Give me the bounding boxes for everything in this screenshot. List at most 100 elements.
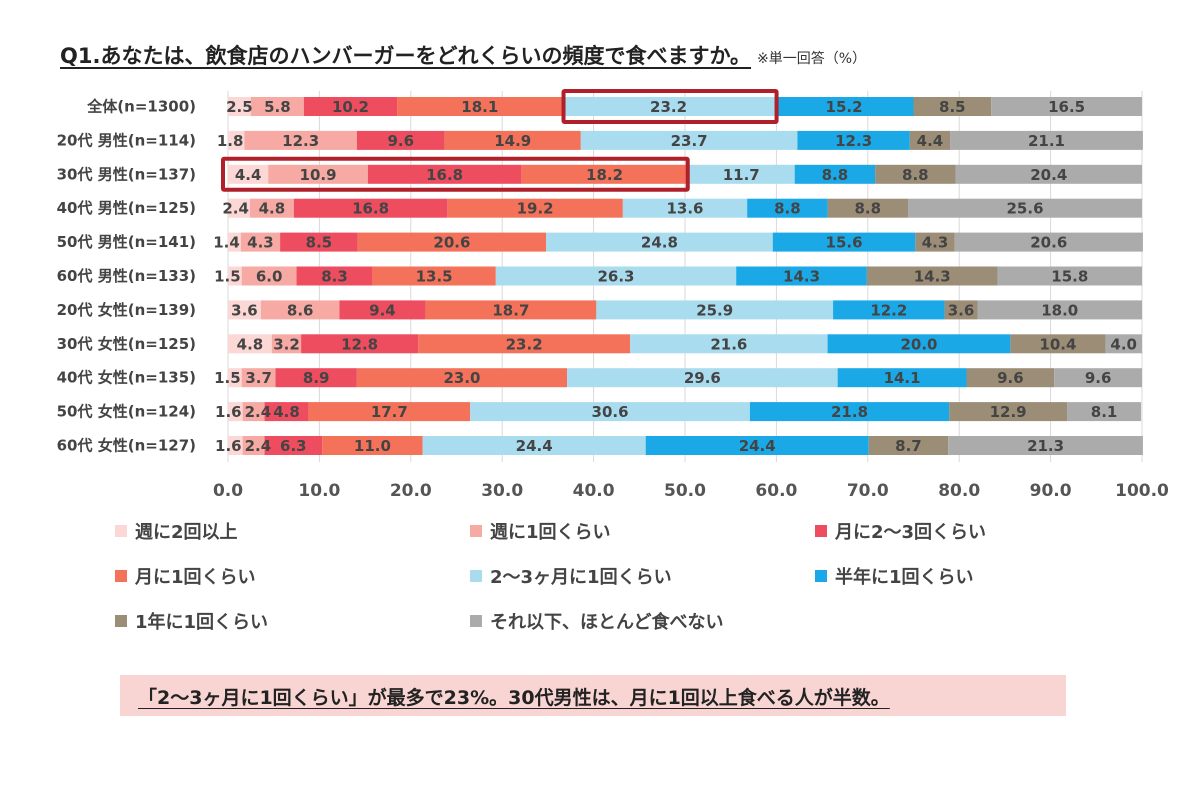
category-label: 60代 女性(n=127) [57, 437, 196, 455]
chart-title: Q1.あなたは、飲食店のハンバーガーをどれくらいの頻度で食べますか。 [60, 44, 752, 68]
data-label: 29.6 [684, 369, 721, 387]
data-label: 23.7 [671, 132, 708, 150]
unit-note: ※単一回答（%） [757, 51, 867, 67]
x-tick-label: 40.0 [573, 481, 615, 501]
data-label: 18.7 [492, 301, 529, 319]
data-label: 21.1 [1028, 132, 1065, 150]
bar-segment [228, 232, 241, 252]
bar-segment [645, 436, 869, 455]
bar-segment [250, 97, 304, 116]
bar-segment [264, 402, 309, 422]
bar-segment [303, 97, 398, 116]
bar-segment [228, 198, 250, 218]
bar-segment [736, 266, 867, 286]
data-label: 16.8 [352, 200, 389, 218]
data-label: 14.3 [783, 268, 820, 286]
legend-item: 半年に1回くらい [815, 563, 974, 589]
bar-segment [268, 164, 368, 184]
category-label: 40代 男性(n=125) [57, 199, 196, 217]
legend-item: 1年に1回くらい [115, 608, 268, 634]
legend-item: 週に1回くらい [470, 518, 611, 544]
bar-segment [367, 164, 522, 184]
data-label: 23.2 [650, 98, 687, 116]
bar-segment [794, 164, 876, 184]
data-label: 10.4 [1039, 335, 1076, 353]
data-label: 8.8 [822, 166, 849, 184]
data-label: 8.1 [1091, 403, 1118, 421]
bar-segment [242, 402, 265, 422]
bar-segment [322, 436, 423, 455]
data-label: 16.8 [426, 166, 463, 184]
highlight-box [561, 89, 779, 124]
bar-segment [1105, 334, 1142, 354]
data-label: 8.8 [855, 200, 882, 218]
data-label: 15.6 [826, 234, 863, 252]
data-label: 21.3 [1027, 437, 1064, 455]
legend-swatch [115, 525, 127, 537]
bar-segment [249, 198, 294, 218]
category-label: 60代 男性(n=133) [57, 267, 196, 285]
bar-segment [521, 164, 688, 184]
data-label: 14.3 [914, 268, 951, 286]
bar-segment [470, 402, 750, 422]
conclusion-box: 「2〜3ヶ月に1回くらい」が最多で23%。30代男性は、月に1回以上食べる人が半… [120, 675, 1066, 716]
data-label: 3.6 [948, 301, 975, 319]
bar-segment [875, 164, 956, 184]
x-tick-label: 70.0 [847, 481, 889, 501]
bar-segment [447, 198, 623, 218]
data-label: 4.4 [235, 166, 262, 184]
data-label: 4.0 [1110, 335, 1137, 353]
data-label: 20.6 [433, 234, 470, 252]
conclusion-text: 「2〜3ヶ月に1回くらい」が最多で23%。30代男性は、月に1回以上食べる人が半… [138, 687, 890, 709]
category-label: 40代 女性(n=135) [57, 369, 196, 387]
bars [228, 97, 1143, 455]
data-label: 25.6 [1007, 200, 1044, 218]
data-label: 12.9 [990, 403, 1027, 421]
x-tick-label: 80.0 [938, 481, 980, 501]
data-label: 23.0 [443, 369, 480, 387]
legend-label: 週に2回以上 [135, 522, 238, 543]
bar-segment [264, 436, 323, 455]
x-axis-ticks: 0.0 10.0 20.0 30.0 40.0 50.0 60.0 70.0 80.0 90.0 1… [213, 481, 1169, 501]
data-label: 8.3 [321, 268, 348, 286]
legend-swatch [115, 615, 127, 627]
bar-segment [244, 130, 357, 150]
bar-segment [397, 97, 563, 116]
data-label: 17.7 [371, 403, 408, 421]
legend-swatch [815, 570, 827, 582]
data-label: 18.1 [461, 98, 498, 116]
legend-item: 月に2〜3回くらい [815, 518, 986, 544]
category-label: 30代 女性(n=125) [57, 335, 196, 353]
data-label: 20.4 [1030, 166, 1067, 184]
category-label: 50代 男性(n=141) [57, 233, 196, 251]
data-label: 13.5 [416, 268, 453, 286]
bar-segment [966, 368, 1055, 388]
bar-segment [596, 300, 834, 320]
data-label: 2.4 [245, 437, 272, 455]
bar-segment [580, 130, 798, 150]
bar-segment [228, 436, 243, 455]
legend-swatch [470, 615, 482, 627]
data-label: 4.4 [917, 132, 944, 150]
category-labels: 全体(n=1300) 20代 男性(n=114) 30代 男性(n=137) 40代 … [57, 98, 196, 455]
bar-segment [630, 334, 828, 354]
bar-segment [546, 232, 773, 252]
data-label: 13.6 [666, 200, 703, 218]
bar-segment [749, 402, 950, 422]
data-label: 8.8 [902, 166, 929, 184]
data-label: 8.9 [303, 369, 330, 387]
data-label: 4.3 [247, 234, 274, 252]
data-label: 25.9 [696, 301, 733, 319]
legend-swatch [115, 570, 127, 582]
bar-segment [772, 232, 916, 252]
bar-segment [944, 300, 978, 320]
bar-segment [357, 232, 547, 252]
data-label: 1.6 [215, 437, 242, 455]
data-label: 8.8 [774, 200, 801, 218]
bar-segment [444, 130, 581, 150]
bar-segment [1054, 368, 1142, 388]
title-row: Q1.あなたは、飲食店のハンバーガーをどれくらいの頻度で食べますか。 ※単一回答（… [60, 40, 866, 70]
data-label: 8.5 [306, 234, 333, 252]
x-tick-label: 90.0 [1030, 481, 1072, 501]
bar-segment [827, 334, 1011, 354]
